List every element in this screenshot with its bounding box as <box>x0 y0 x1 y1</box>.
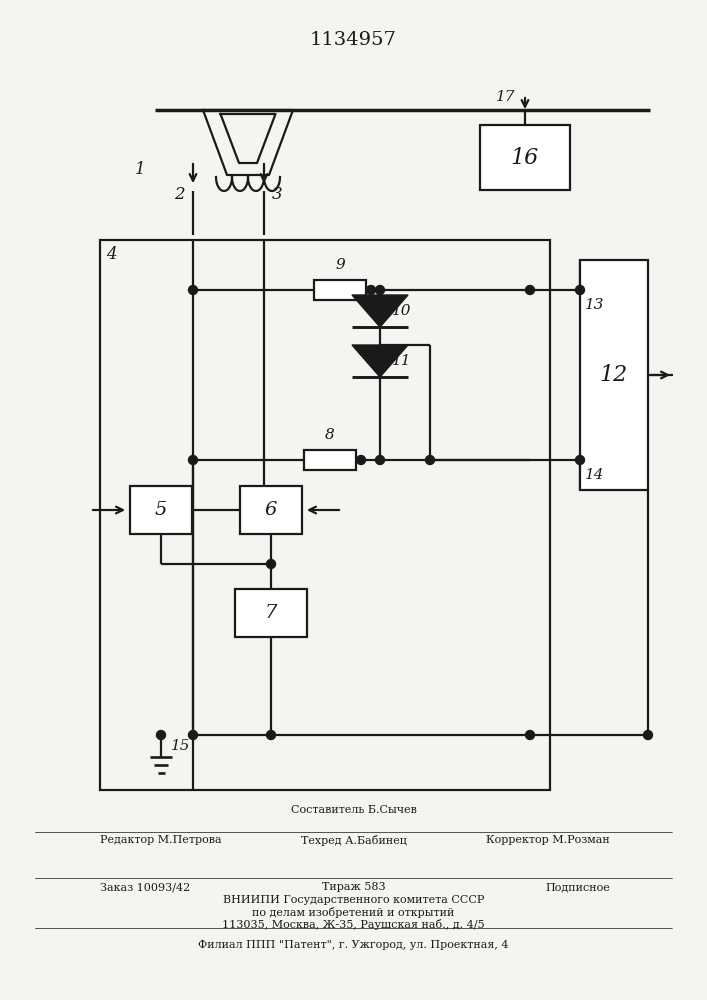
Text: 7: 7 <box>265 604 277 622</box>
Text: 1134957: 1134957 <box>310 31 397 49</box>
Text: 1: 1 <box>134 161 145 178</box>
Text: 12: 12 <box>600 364 628 386</box>
Circle shape <box>375 456 385 464</box>
Text: 15: 15 <box>171 739 190 753</box>
Text: 113035, Москва, Ж-35, Раушская наб., д. 4/5: 113035, Москва, Ж-35, Раушская наб., д. … <box>222 919 485 930</box>
Circle shape <box>525 286 534 294</box>
Bar <box>100 240 550 790</box>
Circle shape <box>366 286 375 294</box>
Text: 2: 2 <box>175 186 185 203</box>
Circle shape <box>189 730 197 740</box>
Circle shape <box>189 286 197 294</box>
Circle shape <box>356 456 366 464</box>
Text: Тираж 583: Тираж 583 <box>322 882 385 892</box>
Circle shape <box>643 730 653 740</box>
Circle shape <box>156 730 165 740</box>
Text: Заказ 10093/42: Заказ 10093/42 <box>100 882 190 892</box>
Polygon shape <box>352 345 408 377</box>
Circle shape <box>575 286 585 294</box>
Text: Техред А.Бабинец: Техред А.Бабинец <box>300 835 407 846</box>
Circle shape <box>525 730 534 740</box>
Bar <box>480 125 570 190</box>
Text: 4: 4 <box>106 246 117 263</box>
Text: Подписное: Подписное <box>545 882 610 892</box>
Circle shape <box>267 560 276 568</box>
Bar <box>235 589 307 637</box>
Circle shape <box>189 456 197 464</box>
Text: Составитель Б.Сычев: Составитель Б.Сычев <box>291 805 416 815</box>
Circle shape <box>267 730 276 740</box>
Bar <box>130 486 192 534</box>
Bar <box>240 486 302 534</box>
Text: 16: 16 <box>511 146 539 168</box>
Text: 6: 6 <box>265 501 277 519</box>
Bar <box>304 450 356 470</box>
Bar <box>580 260 648 490</box>
Text: 13: 13 <box>585 298 604 312</box>
Text: 11: 11 <box>392 354 411 368</box>
Text: 5: 5 <box>155 501 167 519</box>
Circle shape <box>575 456 585 464</box>
Text: Филиал ППП "Патент", г. Ужгород, ул. Проектная, 4: Филиал ППП "Патент", г. Ужгород, ул. Про… <box>198 940 509 950</box>
Text: 10: 10 <box>392 304 411 318</box>
Text: ВНИИПИ Государственного комитета СССР: ВНИИПИ Государственного комитета СССР <box>223 895 484 905</box>
Text: Редактор М.Петрова: Редактор М.Петрова <box>100 835 221 845</box>
Circle shape <box>375 286 385 294</box>
Text: 3: 3 <box>272 186 283 203</box>
Polygon shape <box>352 295 408 327</box>
Text: 17: 17 <box>496 90 515 104</box>
Text: Корректор М.Розман: Корректор М.Розман <box>486 835 610 845</box>
Text: по делам изобретений и открытий: по делам изобретений и открытий <box>252 907 455 918</box>
Text: 9: 9 <box>335 258 345 272</box>
Bar <box>314 280 366 300</box>
Text: 8: 8 <box>325 428 335 442</box>
Circle shape <box>426 456 435 464</box>
Text: 14: 14 <box>585 468 604 482</box>
